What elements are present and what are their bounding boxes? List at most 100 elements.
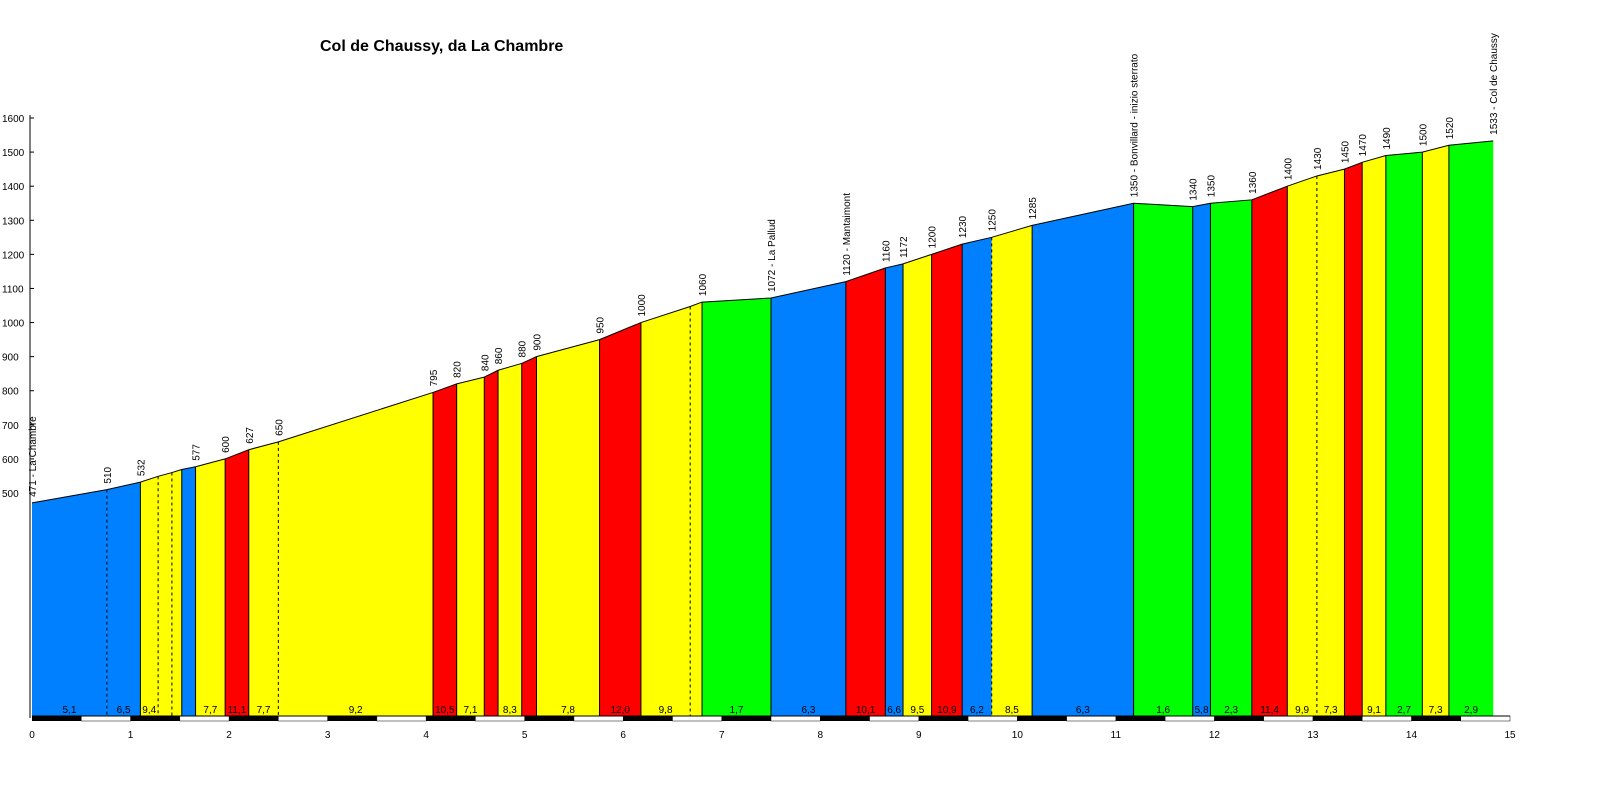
altitude-labels: 471 - La Chambre 510 532 577 600 627 650 795 820…	[28, 33, 1500, 497]
km-band-light	[1263, 715, 1314, 722]
y-tick-label: 1100	[2, 284, 24, 295]
segment-area	[1422, 145, 1449, 719]
altitude-label: 1160	[881, 240, 892, 262]
km-band-dark	[1115, 716, 1166, 721]
segment-area	[1032, 203, 1134, 718]
altitude-label: 1490	[1382, 127, 1393, 150]
x-tick-label: 5	[522, 730, 528, 741]
gradient-label: 10,9	[937, 705, 957, 716]
gradient-label: 9,1	[1367, 705, 1381, 716]
gradient-label: 6,3	[801, 705, 815, 716]
altitude-label: 1350	[1206, 175, 1217, 198]
altitude-label: 840	[480, 354, 491, 371]
x-tick-label: 6	[620, 730, 626, 741]
km-band-light	[967, 715, 1018, 722]
chart-title: Col de Chaussy, da La Chambre	[320, 38, 564, 55]
y-tick-label: 1600	[2, 114, 25, 125]
altitude-label: 1230	[958, 215, 969, 238]
altitude-label: 950	[596, 316, 607, 333]
x-tick-label: 7	[719, 730, 725, 741]
gradient-label: 9,2	[349, 705, 363, 716]
chart-axes	[29, 115, 34, 718]
km-band-light	[1460, 715, 1511, 722]
y-tick-label: 500	[2, 489, 19, 500]
altitude-label: 1470	[1358, 134, 1369, 157]
gradient-label: 6,2	[970, 705, 984, 716]
km-band-dark	[623, 716, 673, 721]
km-band	[32, 715, 1511, 722]
segment-area	[931, 244, 963, 719]
x-tick-label: 1	[128, 730, 134, 741]
segment-area	[599, 322, 641, 718]
segment-area	[1344, 162, 1363, 718]
altitude-label: 1350 - Bonvillard - inizio sterrato	[1130, 53, 1141, 197]
km-band-light	[376, 715, 427, 722]
gradient-label: 2,3	[1224, 705, 1238, 716]
gradient-label: 9,9	[1295, 705, 1309, 716]
gradient-label: 10,1	[856, 705, 876, 716]
y-tick-label: 900	[2, 353, 19, 364]
segment-area	[1287, 175, 1317, 719]
altitude-label: 820	[453, 361, 464, 378]
gradient-label: 7,7	[257, 705, 271, 716]
x-tick-label: 4	[423, 730, 429, 741]
altitude-label: 1200	[928, 226, 939, 249]
km-band-light	[1066, 715, 1117, 722]
segment-area	[456, 377, 485, 718]
segment-area	[484, 370, 499, 718]
segment-area	[225, 449, 249, 718]
altitude-label: 1120 - Mantaimont	[842, 193, 853, 276]
segment-area	[181, 466, 196, 718]
gradient-label: 6,6	[887, 705, 901, 716]
altitude-label: 1000	[637, 294, 648, 317]
gradient-label: 7,7	[203, 705, 217, 716]
y-tick-label: 1000	[2, 319, 25, 330]
km-band-dark	[327, 716, 377, 721]
segment-area	[106, 482, 141, 718]
y-tick-label: 1400	[2, 182, 25, 193]
profile-outline	[31, 140, 1494, 504]
km-band-dark	[229, 716, 279, 721]
segment-area	[195, 458, 226, 718]
km-band-dark	[1017, 716, 1067, 721]
altitude-label: 1533 - Col de Chaussy	[1489, 33, 1500, 135]
km-band-light	[770, 715, 821, 722]
altitude-label: 532	[136, 459, 147, 476]
segment-area	[498, 363, 522, 718]
km-band-dark	[721, 716, 771, 721]
altitude-label: 880	[518, 340, 529, 357]
segment-area	[140, 476, 159, 718]
km-band-dark	[426, 716, 476, 721]
km-band-dark	[1411, 716, 1461, 721]
segment-area	[158, 472, 172, 718]
km-band-light	[278, 715, 328, 722]
altitude-label: 1360	[1248, 171, 1259, 194]
profile-line	[31, 140, 1494, 504]
gradient-label: 5,8	[1195, 705, 1209, 716]
segment-area	[1316, 169, 1345, 719]
x-tick-label: 8	[817, 730, 823, 741]
altitude-label: 600	[221, 436, 232, 453]
km-band-dark	[1312, 716, 1363, 721]
segment-area	[903, 254, 932, 718]
y-tick-label: 700	[2, 421, 19, 432]
segment-area	[885, 263, 904, 718]
altitude-label: 1060	[698, 273, 709, 296]
y-tick-label: 1500	[2, 148, 25, 159]
segment-area	[1133, 203, 1193, 718]
altitude-label: 1250	[988, 209, 999, 232]
km-band-dark	[32, 716, 82, 721]
gradient-label: 7,1	[464, 705, 478, 716]
segment-area	[702, 298, 771, 718]
segment-area	[536, 339, 600, 718]
segment-area	[1192, 203, 1211, 718]
km-band-light	[475, 715, 525, 722]
altitude-label: 510	[103, 466, 114, 483]
x-tick-label: 12	[1209, 730, 1221, 741]
segment-area	[1251, 186, 1288, 718]
gradient-label: 7,3	[1324, 705, 1338, 716]
altitude-label: 471 - La Chambre	[28, 416, 39, 497]
gradient-label: 9,5	[910, 705, 924, 716]
gradient-labels: 5,1 6,5 9,4 7,7 11,1 7,7 9,2 10,5 7,1 8,3 7,8 12,0 9…	[62, 705, 1478, 716]
